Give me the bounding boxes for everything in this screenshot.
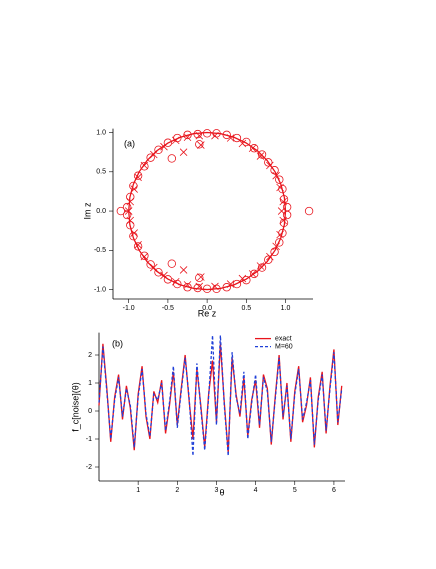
x-axis-label: θ — [219, 487, 224, 497]
circle-marker — [140, 251, 149, 261]
y-tick-label: 0.0 — [96, 208, 106, 215]
y-tick-label: -1 — [86, 436, 92, 443]
circle-marker — [133, 171, 143, 180]
y-axis-label: f_c[noise](θ) — [70, 382, 80, 432]
cross-marker — [126, 216, 135, 225]
circle-marker — [304, 206, 314, 216]
cross-marker — [256, 152, 265, 160]
x-tick-label: -0.5 — [162, 305, 174, 312]
x-tick-label: 4 — [254, 487, 258, 494]
circle-marker — [163, 275, 173, 284]
x-tick-label: 3 — [215, 487, 219, 494]
cross-marker — [197, 273, 205, 281]
circle-marker — [282, 210, 292, 220]
cross-marker — [256, 262, 265, 270]
cross-marker — [179, 266, 188, 274]
x-tick-label: 1.0 — [281, 305, 291, 312]
cross-marker — [126, 197, 135, 206]
circle-marker — [116, 206, 126, 216]
cross-marker — [197, 141, 205, 149]
x-tick-label: -1.0 — [123, 305, 135, 312]
panel-label: (b) — [112, 338, 123, 348]
legend-label: M=60 — [275, 343, 293, 350]
circle-marker — [154, 145, 163, 155]
cross-marker — [238, 139, 247, 148]
circle-marker — [163, 138, 173, 147]
y-tick-label: -1.0 — [94, 286, 106, 293]
circle-marker — [133, 242, 143, 251]
x-tick-label: 2 — [175, 487, 179, 494]
y-tick-label: 0 — [88, 408, 92, 415]
y-tick-label: -0.5 — [94, 247, 106, 254]
y-tick-label: 1 — [88, 380, 92, 387]
circle-marker — [126, 192, 135, 202]
x-tick-label: 0.5 — [241, 305, 251, 312]
circle-marker — [275, 238, 284, 247]
circle-marker — [257, 150, 267, 159]
circle-marker — [249, 269, 259, 279]
circle-marker — [275, 175, 284, 184]
circle-marker — [122, 210, 132, 220]
x-tick-label: 5 — [293, 487, 297, 494]
circle-line — [128, 131, 287, 291]
circle-marker — [264, 158, 273, 167]
circle-marker — [126, 220, 135, 230]
panel-label: (a) — [124, 138, 135, 148]
circle-marker — [232, 133, 242, 143]
circle-marker — [167, 154, 177, 163]
circle-marker — [195, 273, 204, 282]
series-line — [98, 343, 343, 454]
circle-marker — [140, 162, 149, 171]
circle-marker — [249, 144, 259, 153]
legend-label: exact — [275, 335, 292, 342]
circle-marker — [264, 255, 273, 264]
x-axis-label: Re z — [198, 308, 217, 318]
y-tick-label: 0.5 — [96, 169, 106, 176]
circle-marker — [154, 268, 163, 277]
circle-marker — [146, 260, 155, 269]
y-tick-label: -2 — [86, 464, 92, 471]
x-tick-label: 0.0 — [202, 305, 212, 312]
cross-marker — [277, 207, 286, 215]
cross-marker — [238, 274, 247, 283]
y-tick-label: 2 — [88, 352, 92, 359]
circle-marker — [146, 153, 155, 162]
x-tick-label: 1 — [136, 487, 140, 494]
circle-marker — [232, 279, 242, 289]
x-tick-label: 6 — [332, 487, 336, 494]
cross-marker — [179, 148, 188, 156]
y-tick-label: 1.0 — [96, 129, 106, 136]
circle-marker — [257, 263, 267, 272]
y-axis-label: Im z — [82, 202, 92, 219]
circle-marker — [195, 140, 204, 149]
circle-marker — [167, 259, 177, 268]
